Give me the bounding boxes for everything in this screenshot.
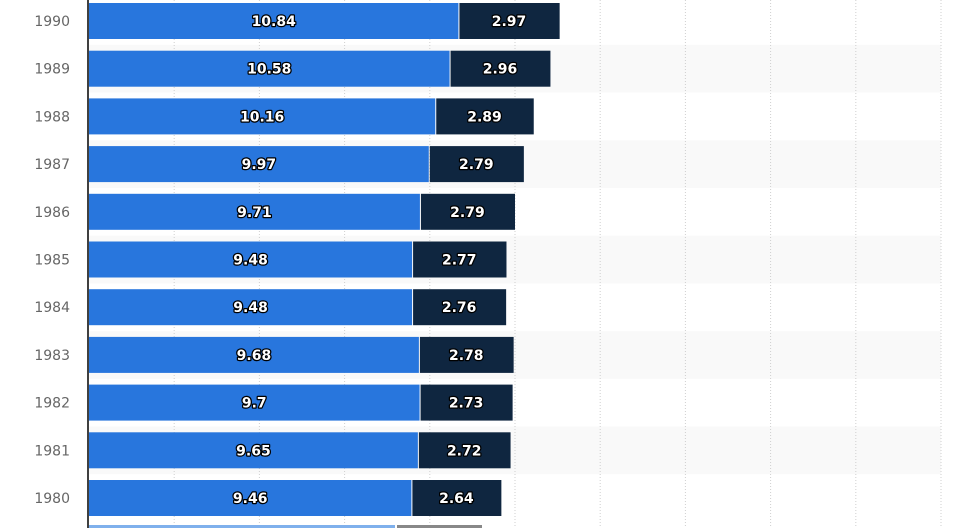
bar-segment-partial bbox=[397, 525, 482, 528]
y-tick-label: 1983 bbox=[34, 348, 70, 364]
y-tick-label: 1982 bbox=[34, 396, 70, 412]
bar-segment bbox=[436, 98, 534, 135]
bar-segment bbox=[89, 3, 459, 39]
data-label: 9.65 bbox=[236, 443, 271, 459]
data-label: 2.72 bbox=[447, 443, 482, 459]
data-label: 9.48 bbox=[233, 253, 268, 269]
data-label: 2.97 bbox=[492, 14, 527, 30]
data-label: 9.68 bbox=[237, 348, 272, 364]
data-label: 9.71 bbox=[237, 205, 272, 221]
data-label: 10.58 bbox=[247, 62, 291, 78]
bar-segment bbox=[420, 193, 515, 230]
data-label: 2.78 bbox=[449, 348, 484, 364]
y-tick-label: 1987 bbox=[34, 157, 70, 173]
y-tick-label: 1980 bbox=[34, 491, 70, 507]
data-label: 9.46 bbox=[233, 491, 268, 507]
bar-segment bbox=[89, 146, 429, 183]
bar-segment bbox=[413, 241, 507, 278]
bar-segment bbox=[459, 3, 560, 39]
data-label: 2.77 bbox=[442, 253, 477, 269]
y-tick-label: 1985 bbox=[34, 253, 70, 269]
y-tick-label: 1981 bbox=[34, 443, 70, 459]
bar-segment bbox=[89, 241, 413, 278]
y-tick-label: 1989 bbox=[34, 62, 70, 78]
data-label: 9.7 bbox=[242, 396, 267, 412]
bar-segment bbox=[89, 480, 412, 516]
data-label: 10.84 bbox=[252, 14, 297, 30]
bar-segment bbox=[89, 336, 419, 373]
bar-segment bbox=[429, 146, 524, 183]
data-label: 9.97 bbox=[242, 157, 277, 173]
data-label: 2.73 bbox=[449, 396, 484, 412]
bar-segment bbox=[89, 289, 413, 326]
data-label: 2.76 bbox=[442, 300, 477, 316]
bar-segment bbox=[418, 432, 511, 469]
y-tick-label: 1990 bbox=[34, 14, 70, 30]
bar-segment bbox=[89, 98, 436, 135]
bar-segment bbox=[419, 336, 514, 373]
data-label: 2.79 bbox=[459, 157, 494, 173]
bar-segment-partial bbox=[89, 525, 395, 528]
bar-segment bbox=[420, 384, 513, 421]
data-label: 2.89 bbox=[467, 109, 502, 125]
data-label: 10.16 bbox=[240, 109, 284, 125]
bar-segment bbox=[89, 384, 420, 421]
bar-segment bbox=[412, 480, 502, 516]
bar-segment bbox=[89, 193, 420, 230]
y-tick-label: 1988 bbox=[34, 109, 70, 125]
data-label: 9.48 bbox=[233, 300, 268, 316]
data-label: 2.79 bbox=[450, 205, 485, 221]
bar-segment bbox=[89, 50, 450, 87]
data-label: 2.64 bbox=[439, 491, 474, 507]
y-tick-label: 1984 bbox=[34, 300, 70, 316]
bar-segment bbox=[89, 432, 418, 469]
bar-segment bbox=[413, 289, 507, 326]
y-tick-label: 1986 bbox=[34, 205, 70, 221]
data-label: 2.96 bbox=[483, 62, 518, 78]
bar-segment bbox=[450, 50, 551, 87]
